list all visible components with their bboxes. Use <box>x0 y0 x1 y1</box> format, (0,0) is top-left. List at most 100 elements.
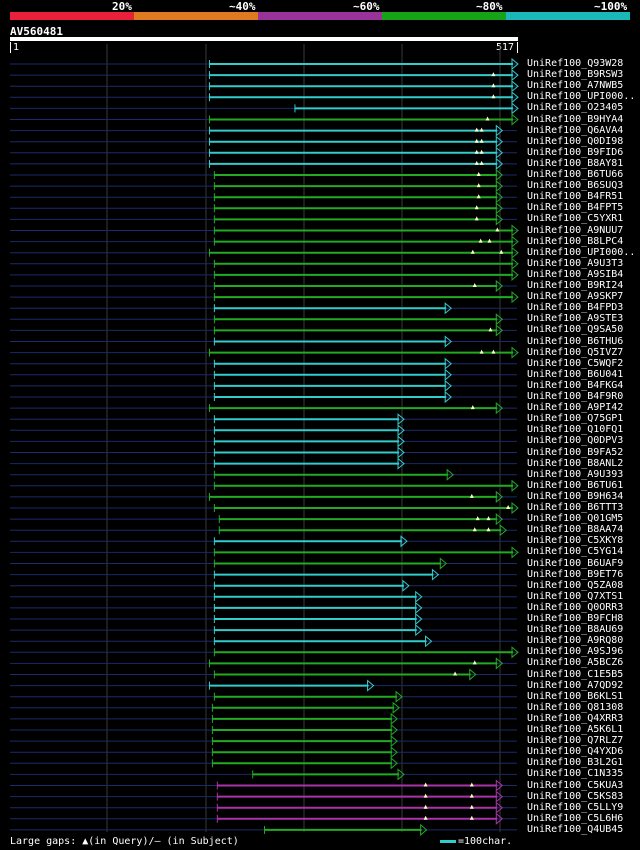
hit-label[interactable]: UniRef100_B9H634 <box>527 490 624 502</box>
hit-label[interactable]: UniRef100_C5WQF2 <box>527 357 624 369</box>
hit-label[interactable]: UniRef100_B4F9R0 <box>527 391 624 402</box>
hit-label[interactable]: UniRef100_Q10FQ1 <box>527 424 624 436</box>
hit-label[interactable]: UniRef100_A5K6L1 <box>527 724 624 735</box>
hit-arrow-icon <box>397 768 405 781</box>
hit-label[interactable]: UniRef100_UPI000.. <box>527 91 636 103</box>
query-gap-marker-icon <box>469 782 474 787</box>
query-gap-marker-icon <box>476 194 481 199</box>
hit-label[interactable]: UniRef100_Q5IVZ7 <box>527 346 624 358</box>
hit-label[interactable]: UniRef100_B9RI24 <box>527 280 624 291</box>
hit-label[interactable]: UniRef100_C1N335 <box>527 768 624 780</box>
hit-label[interactable]: UniRef100_C5LLY9 <box>527 801 624 813</box>
hit-arrow-icon <box>495 279 504 293</box>
hit-label[interactable]: UniRef100_B3L2G1 <box>527 757 624 769</box>
hit-arrow-icon <box>495 157 504 170</box>
hit-label[interactable]: UniRef100_A9U3T3 <box>527 257 624 269</box>
hit-arrow-icon <box>397 457 405 470</box>
hit-label[interactable]: UniRef100_Q0ORR3 <box>527 601 624 613</box>
hit-label[interactable]: UniRef100_A9RQ80 <box>527 635 624 647</box>
hit-label[interactable]: UniRef100_A5BCZ6 <box>527 657 624 669</box>
hit-label[interactable]: UniRef100_C5YXR1 <box>527 213 624 225</box>
hit-label[interactable]: UniRef100_Q75GP1 <box>527 413 624 425</box>
hit-label[interactable]: UniRef100_Q4XRR3 <box>527 712 624 724</box>
hit-arrow-icon <box>469 668 477 681</box>
scale-bar <box>440 839 456 843</box>
hit-label[interactable]: UniRef100_B4FPT5 <box>527 202 624 214</box>
hit-arrow-icon <box>511 646 519 659</box>
query-gap-marker-icon <box>474 160 479 165</box>
query-gap-marker-icon <box>491 83 496 88</box>
hit-label[interactable]: UniRef100_A9NUU7 <box>527 224 624 236</box>
hit-label[interactable]: UniRef100_C1E5B5 <box>527 668 624 680</box>
hit-label[interactable]: UniRef100_B8AY81 <box>527 157 624 169</box>
hit-label[interactable]: UniRef100_B6THU6 <box>527 335 624 347</box>
hit-label[interactable]: UniRef100_C5KUA3 <box>527 779 624 791</box>
query-gap-marker-icon <box>499 249 504 254</box>
hit-label[interactable]: UniRef100_C5XKY8 <box>527 535 624 547</box>
query-gap-marker-icon <box>423 815 428 820</box>
hit-label[interactable]: UniRef100_C5KS83 <box>527 790 624 802</box>
hit-label[interactable]: UniRef100_Q81308 <box>527 701 624 713</box>
hit-label[interactable]: UniRef100_A7NWB5 <box>527 80 624 92</box>
query-end-tick <box>517 42 518 53</box>
hit-label[interactable]: UniRef100_A9SJ96 <box>527 646 624 658</box>
hit-label[interactable]: UniRef100_B6TU61 <box>527 479 624 491</box>
hit-label[interactable]: UniRef100_Q5ZA08 <box>527 579 624 591</box>
hit-label[interactable]: UniRef100_O23405 <box>527 102 624 114</box>
query-gap-marker-icon <box>470 249 475 254</box>
hit-label[interactable]: UniRef100_A9STE3 <box>527 313 624 325</box>
hit-label[interactable]: UniRef100_B8ANL2 <box>527 457 624 469</box>
hit-label[interactable]: UniRef100_Q6AVA4 <box>527 124 624 136</box>
hit-label[interactable]: UniRef100_Q7RLZ7 <box>527 735 624 747</box>
hit-label[interactable]: UniRef100_B6U041 <box>527 368 624 380</box>
hit-label[interactable]: UniRef100_B9RSW3 <box>527 69 624 81</box>
hit-label[interactable]: UniRef100_B9HYA4 <box>527 113 624 125</box>
query-gap-marker-icon <box>495 227 500 232</box>
hit-label[interactable]: UniRef100_Q9SA50 <box>527 324 624 336</box>
hit-label[interactable]: UniRef100_B6UAF9 <box>527 557 624 569</box>
hit-label[interactable]: UniRef100_A7QD92 <box>527 679 624 691</box>
hit-label[interactable]: UniRef100_B8AU69 <box>527 624 624 636</box>
hit-label[interactable]: UniRef100_Q93W28 <box>527 58 624 69</box>
hit-label[interactable]: UniRef100_C5YG14 <box>527 546 624 558</box>
query-gap-marker-icon <box>474 138 479 143</box>
hit-label[interactable]: UniRef100_B8AA74 <box>527 524 624 536</box>
legend-label-40: ~40% <box>229 0 256 13</box>
hit-arrow-icon <box>444 368 452 381</box>
hit-label[interactable]: UniRef100_B9FCH8 <box>527 613 624 624</box>
hit-label[interactable]: UniRef100_C5L6H6 <box>527 812 624 824</box>
hit-label[interactable]: UniRef100_Q7XTS1 <box>527 590 624 602</box>
hit-label[interactable]: UniRef100_Q4YXD6 <box>527 746 624 758</box>
hit-label[interactable]: UniRef100_A9PI42 <box>527 402 624 414</box>
hit-label[interactable]: UniRef100_B9FA52 <box>527 446 624 458</box>
hit-arrow-icon <box>390 746 398 759</box>
hit-label[interactable]: UniRef100_A9SKP7 <box>527 291 624 303</box>
hit-label[interactable]: UniRef100_B4FPD3 <box>527 302 624 314</box>
hit-label[interactable]: UniRef100_B6SUQ3 <box>527 180 624 192</box>
query-gap-marker-icon <box>469 493 474 498</box>
hit-arrow-icon <box>397 413 405 426</box>
query-gap-marker-icon <box>485 116 490 121</box>
hit-label[interactable]: UniRef100_B6KLS1 <box>527 690 624 702</box>
hit-label[interactable]: UniRef100_B4FR51 <box>527 191 624 203</box>
query-bar <box>10 37 518 41</box>
hit-arrow-icon <box>444 335 452 348</box>
hit-label[interactable]: UniRef100_Q0DI98 <box>527 135 624 147</box>
hit-label[interactable]: UniRef100_A9SIB4 <box>527 268 624 280</box>
query-gap-marker-icon <box>474 216 479 221</box>
hit-label[interactable]: UniRef100_UPI000.. <box>527 246 636 258</box>
hit-label[interactable]: UniRef100_Q4UB45 <box>527 823 624 835</box>
hit-label[interactable]: UniRef100_B8LPC4 <box>527 235 624 247</box>
query-name: AV560481 <box>10 25 63 38</box>
hit-label[interactable]: UniRef100_B6TU66 <box>527 169 624 180</box>
hit-label[interactable]: UniRef100_B6TTT3 <box>527 502 624 513</box>
hit-label[interactable]: UniRef100_A9U393 <box>527 468 624 480</box>
hit-label[interactable]: UniRef100_B4FKG4 <box>527 379 624 391</box>
hit-arrow-icon <box>444 357 452 370</box>
hit-label[interactable]: UniRef100_B9FID6 <box>527 146 624 158</box>
hit-label[interactable]: UniRef100_Q01GM5 <box>527 513 624 525</box>
hit-label[interactable]: UniRef100_Q0DPV3 <box>527 435 624 447</box>
hit-arrow-icon <box>511 268 519 281</box>
hit-label[interactable]: UniRef100_B9ET76 <box>527 568 624 580</box>
